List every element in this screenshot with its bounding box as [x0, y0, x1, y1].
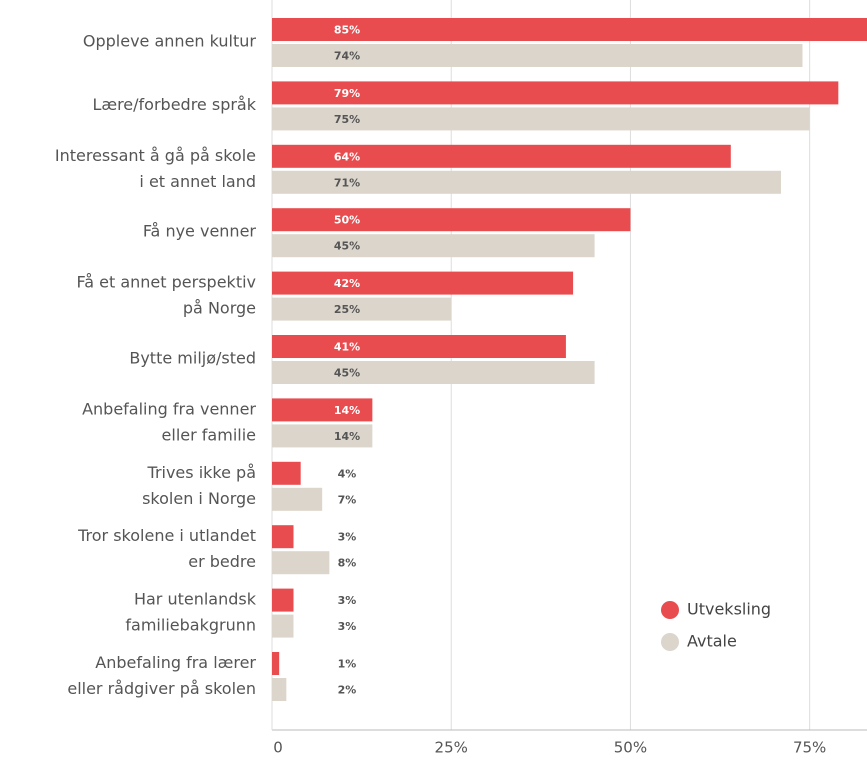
bar — [272, 652, 280, 675]
value-label: 79% — [334, 87, 360, 100]
category-label: Trives ikke på skolen i Norge — [142, 462, 256, 507]
value-label: 64% — [334, 150, 360, 163]
bar — [272, 361, 595, 384]
legend-marker — [661, 601, 679, 619]
category-label: Har utenlandsk familiebakgrunn — [125, 589, 256, 634]
legend-label: Utveksling — [687, 600, 771, 619]
bar — [272, 234, 595, 258]
value-label: 3% — [338, 531, 357, 544]
category-label: Anbefaling fra lærer eller rådgiver på sk… — [67, 653, 256, 698]
value-label: 41% — [334, 341, 360, 354]
legend-label: Avtale — [687, 632, 737, 651]
bar — [272, 335, 566, 358]
x-tick-label: 25% — [435, 739, 468, 757]
bar — [272, 208, 631, 232]
category-label: Få nye venner — [143, 222, 257, 241]
value-label: 74% — [334, 50, 360, 63]
value-label: 7% — [338, 493, 357, 506]
legend-marker — [661, 633, 679, 651]
x-tick-label: 50% — [614, 739, 647, 757]
bar — [272, 461, 301, 485]
labels: 0 25% 50% 75% Oppleve annen kultur 85% 74% Lære… — [55, 24, 826, 757]
value-label: 42% — [334, 277, 360, 290]
category-label: Interessant å gå på skole i et annet land — [55, 145, 256, 190]
value-label: 71% — [334, 176, 360, 189]
bar — [272, 44, 803, 67]
bar — [272, 424, 373, 448]
value-label: 2% — [338, 684, 357, 697]
bar — [272, 271, 574, 295]
x-tick-label: 75% — [793, 739, 826, 757]
bar — [272, 487, 323, 511]
bar — [272, 144, 731, 168]
value-label: 3% — [338, 594, 357, 607]
value-label: 45% — [334, 367, 360, 380]
value-label: 14% — [334, 430, 360, 443]
bar — [272, 614, 294, 638]
value-label: 1% — [338, 658, 357, 671]
bar — [272, 81, 839, 105]
bar — [272, 297, 452, 321]
bar — [272, 678, 287, 701]
category-label: Tror skolene i utlandet er bedre — [77, 526, 256, 571]
bar — [272, 18, 867, 41]
value-label: 8% — [338, 557, 357, 570]
bar — [272, 588, 294, 612]
x-tick-label: 0 — [273, 739, 283, 757]
value-label: 25% — [334, 303, 360, 316]
category-label: Lære/forbedre språk — [92, 95, 256, 114]
bar — [272, 551, 330, 575]
value-label: 50% — [334, 214, 360, 227]
bar — [272, 398, 373, 422]
value-label: 14% — [334, 404, 360, 417]
category-label: Få et annet perspektiv på Norge — [77, 272, 256, 317]
bar — [272, 107, 810, 131]
category-label: Oppleve annen kultur — [83, 32, 257, 51]
value-label: 4% — [338, 467, 357, 480]
value-label: 3% — [338, 620, 357, 633]
category-label: Bytte miljø/sted — [129, 349, 256, 368]
bar — [272, 525, 294, 549]
bars — [272, 18, 867, 701]
value-label: 75% — [334, 113, 360, 126]
bar — [272, 170, 781, 194]
category-label: Anbefaling fra venner eller familie — [82, 399, 256, 444]
value-label: 85% — [334, 24, 360, 37]
value-label: 45% — [334, 240, 360, 253]
